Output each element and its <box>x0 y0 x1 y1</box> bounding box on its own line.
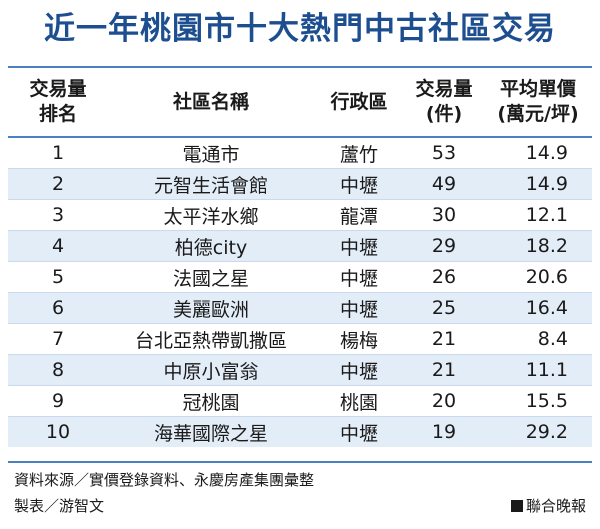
cell-volume: 19 <box>404 416 484 447</box>
cell-rank: 6 <box>8 292 108 324</box>
cell-price: 29.2 <box>484 416 592 447</box>
cell-price: 11.1 <box>484 354 592 386</box>
cell-volume: 30 <box>431 204 457 226</box>
cell-district: 楊梅 <box>339 329 378 352</box>
table-row: 8 中原小富翁 中壢 21 11.1 <box>8 354 592 386</box>
cell-rank: 8 <box>8 354 108 386</box>
cell-name: 元智生活會館 <box>108 168 314 200</box>
cell-volume: 21 <box>404 354 484 386</box>
header-price-line1: 平均單價 <box>499 78 576 100</box>
cell-name: 電通市 <box>182 143 240 166</box>
header-price-line2: (萬元/坪) <box>497 103 579 125</box>
cell-rank: 1 <box>51 142 65 164</box>
cell-name: 台北亞熱帶凱撒區 <box>134 329 287 352</box>
cell-rank: 10 <box>8 416 108 447</box>
cell-volume: 25 <box>404 292 484 324</box>
cell-name: 海華國際之星 <box>108 416 314 447</box>
square-bullet-icon <box>510 500 523 512</box>
ranking-table-grid: 交易量 排名 社區名稱 行政區 交易量 (件) 平均單價 (萬元/坪) 1 電通… <box>8 68 592 447</box>
header-rank-line2: 排名 <box>38 103 77 125</box>
cell-price: 20.6 <box>525 266 568 288</box>
header-rank-line1: 交易量 <box>29 78 87 100</box>
publisher-credit: 聯合晚報 <box>510 494 586 519</box>
table-row: 4 柏德city 中壢 29 18.2 <box>8 230 592 262</box>
cell-rank: 3 <box>51 204 65 226</box>
cell-price: 15.5 <box>525 390 568 412</box>
header-rank: 交易量 排名 <box>8 68 108 138</box>
table-body: 1 電通市 蘆竹 53 14.9 2 元智生活會館 中壢 49 14.9 3 太… <box>8 137 592 447</box>
table-row: 1 電通市 蘆竹 53 14.9 <box>8 137 592 169</box>
header-district: 行政區 <box>314 68 404 138</box>
ranking-table: 交易量 排名 社區名稱 行政區 交易量 (件) 平均單價 (萬元/坪) 1 電通… <box>8 66 592 463</box>
cell-price: 16.4 <box>484 292 592 324</box>
cell-name: 中原小富翁 <box>108 354 314 386</box>
header-name: 社區名稱 <box>108 68 314 138</box>
cell-name: 太平洋水鄉 <box>163 205 259 228</box>
table-row: 7 台北亞熱帶凱撒區 楊梅 21 8.4 <box>8 324 592 355</box>
source-note: 資料來源／實價登錄資料、永慶房產集團彙整 <box>14 471 315 489</box>
cell-district: 桃園 <box>339 391 378 414</box>
cell-volume: 21 <box>431 328 457 350</box>
cell-name: 冠桃園 <box>182 391 240 414</box>
table-row: 5 法國之星 中壢 26 20.6 <box>8 262 592 293</box>
table-header: 交易量 排名 社區名稱 行政區 交易量 (件) 平均單價 (萬元/坪) <box>8 68 592 138</box>
cell-district: 中壢 <box>314 230 404 262</box>
header-price: 平均單價 (萬元/坪) <box>484 68 592 138</box>
cell-name: 美麗歐洲 <box>108 292 314 324</box>
cell-volume: 49 <box>404 168 484 200</box>
header-volume: 交易量 (件) <box>404 68 484 138</box>
cell-rank: 5 <box>51 266 65 288</box>
publisher-name: 聯合晚報 <box>525 497 586 515</box>
cell-price: 12.1 <box>525 204 568 226</box>
cell-district: 中壢 <box>314 292 404 324</box>
cell-district: 蘆竹 <box>339 143 378 166</box>
cell-price: 14.9 <box>484 168 592 200</box>
cell-district: 中壢 <box>339 267 378 290</box>
cell-district: 中壢 <box>314 416 404 447</box>
cell-district: 中壢 <box>314 354 404 386</box>
cell-rank: 2 <box>8 168 108 200</box>
cell-district: 中壢 <box>314 168 404 200</box>
cell-rank: 7 <box>51 328 65 350</box>
table-row: 2 元智生活會館 中壢 49 14.9 <box>8 168 592 200</box>
cell-name: 柏德city <box>108 230 314 262</box>
table-row: 10 海華國際之星 中壢 19 29.2 <box>8 416 592 447</box>
cell-rank: 4 <box>8 230 108 262</box>
cell-rank: 9 <box>51 390 65 412</box>
cell-volume: 29 <box>404 230 484 262</box>
header-volume-line2: (件) <box>425 103 463 125</box>
cell-name: 法國之星 <box>172 267 249 290</box>
cell-district: 龍潭 <box>339 205 378 228</box>
header-row: 交易量 排名 社區名稱 行政區 交易量 (件) 平均單價 (萬元/坪) <box>8 68 592 138</box>
page-title: 近一年桃園市十大熱門中古社區交易 <box>44 11 556 47</box>
cell-price: 14.9 <box>525 142 568 164</box>
cell-price: 8.4 <box>537 328 568 350</box>
table-row: 3 太平洋水鄉 龍潭 30 12.1 <box>8 200 592 231</box>
cell-volume: 53 <box>431 142 457 164</box>
maker-credit: 製表／游智文 <box>14 497 105 515</box>
table-row: 9 冠桃園 桃園 20 15.5 <box>8 386 592 417</box>
cell-price: 18.2 <box>484 230 592 262</box>
cell-volume: 20 <box>431 390 457 412</box>
header-volume-line1: 交易量 <box>415 78 473 100</box>
table-row: 6 美麗歐洲 中壢 25 16.4 <box>8 292 592 324</box>
cell-volume: 26 <box>431 266 457 288</box>
